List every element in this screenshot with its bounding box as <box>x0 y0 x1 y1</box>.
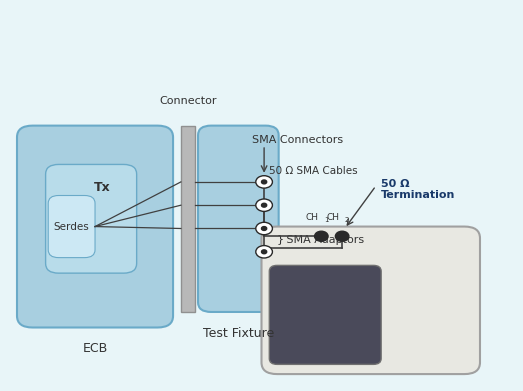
Circle shape <box>262 203 267 207</box>
Text: 50 Ω
Termination: 50 Ω Termination <box>381 179 456 201</box>
Bar <box>181 126 196 312</box>
FancyBboxPatch shape <box>46 165 137 273</box>
Text: Tx: Tx <box>94 181 110 194</box>
FancyBboxPatch shape <box>269 265 381 364</box>
Text: } SMA Adaptors: } SMA Adaptors <box>277 235 364 245</box>
Text: CH: CH <box>326 213 339 222</box>
FancyBboxPatch shape <box>17 126 173 328</box>
FancyBboxPatch shape <box>262 226 480 374</box>
FancyBboxPatch shape <box>198 126 279 312</box>
Circle shape <box>262 250 267 254</box>
Circle shape <box>314 231 328 241</box>
FancyBboxPatch shape <box>48 196 95 258</box>
Circle shape <box>256 246 272 258</box>
Text: Test Fixture: Test Fixture <box>203 327 274 340</box>
Circle shape <box>256 199 272 212</box>
Circle shape <box>335 231 349 241</box>
Circle shape <box>262 226 267 230</box>
Text: 50 Ω SMA Cables: 50 Ω SMA Cables <box>269 166 358 176</box>
Text: ECB: ECB <box>83 343 108 355</box>
Text: SMA Connectors: SMA Connectors <box>253 135 344 145</box>
Text: CH: CH <box>306 213 319 222</box>
Circle shape <box>256 176 272 188</box>
Circle shape <box>256 222 272 235</box>
Text: 1: 1 <box>324 217 328 223</box>
Text: Serdes: Serdes <box>54 222 89 231</box>
Circle shape <box>262 180 267 184</box>
Text: 2: 2 <box>345 217 349 223</box>
Text: Connector: Connector <box>160 96 217 106</box>
